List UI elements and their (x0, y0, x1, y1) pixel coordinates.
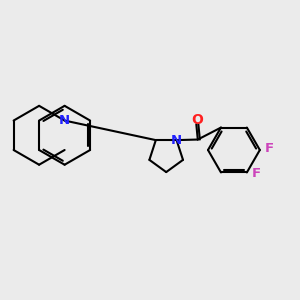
Text: F: F (265, 142, 274, 155)
Text: O: O (191, 113, 203, 128)
Text: N: N (171, 134, 182, 147)
Text: N: N (59, 114, 70, 127)
Text: F: F (252, 167, 261, 180)
